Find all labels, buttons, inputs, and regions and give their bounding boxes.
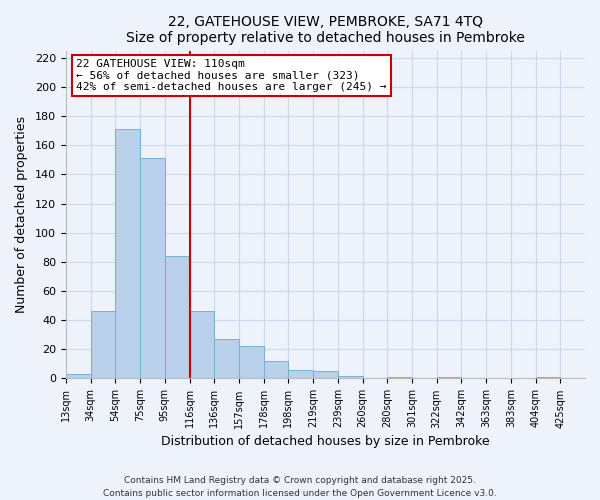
Bar [214, 339, 239, 378]
Bar [437, 377, 461, 378]
Text: Contains HM Land Registry data © Crown copyright and database right 2025.
Contai: Contains HM Land Registry data © Crown c… [103, 476, 497, 498]
Bar [140, 158, 165, 378]
Bar [165, 256, 190, 378]
Bar [115, 129, 140, 378]
Text: 22 GATEHOUSE VIEW: 110sqm
← 56% of detached houses are smaller (323)
42% of semi: 22 GATEHOUSE VIEW: 110sqm ← 56% of detac… [76, 58, 387, 92]
X-axis label: Distribution of detached houses by size in Pembroke: Distribution of detached houses by size … [161, 434, 490, 448]
Bar [190, 312, 214, 378]
Bar [66, 374, 91, 378]
Y-axis label: Number of detached properties: Number of detached properties [15, 116, 28, 313]
Bar [91, 312, 115, 378]
Bar [239, 346, 263, 378]
Bar [387, 377, 412, 378]
Title: 22, GATEHOUSE VIEW, PEMBROKE, SA71 4TQ
Size of property relative to detached hou: 22, GATEHOUSE VIEW, PEMBROKE, SA71 4TQ S… [126, 15, 525, 45]
Bar [289, 370, 313, 378]
Bar [338, 376, 362, 378]
Bar [263, 361, 289, 378]
Bar [536, 377, 560, 378]
Bar [313, 371, 338, 378]
